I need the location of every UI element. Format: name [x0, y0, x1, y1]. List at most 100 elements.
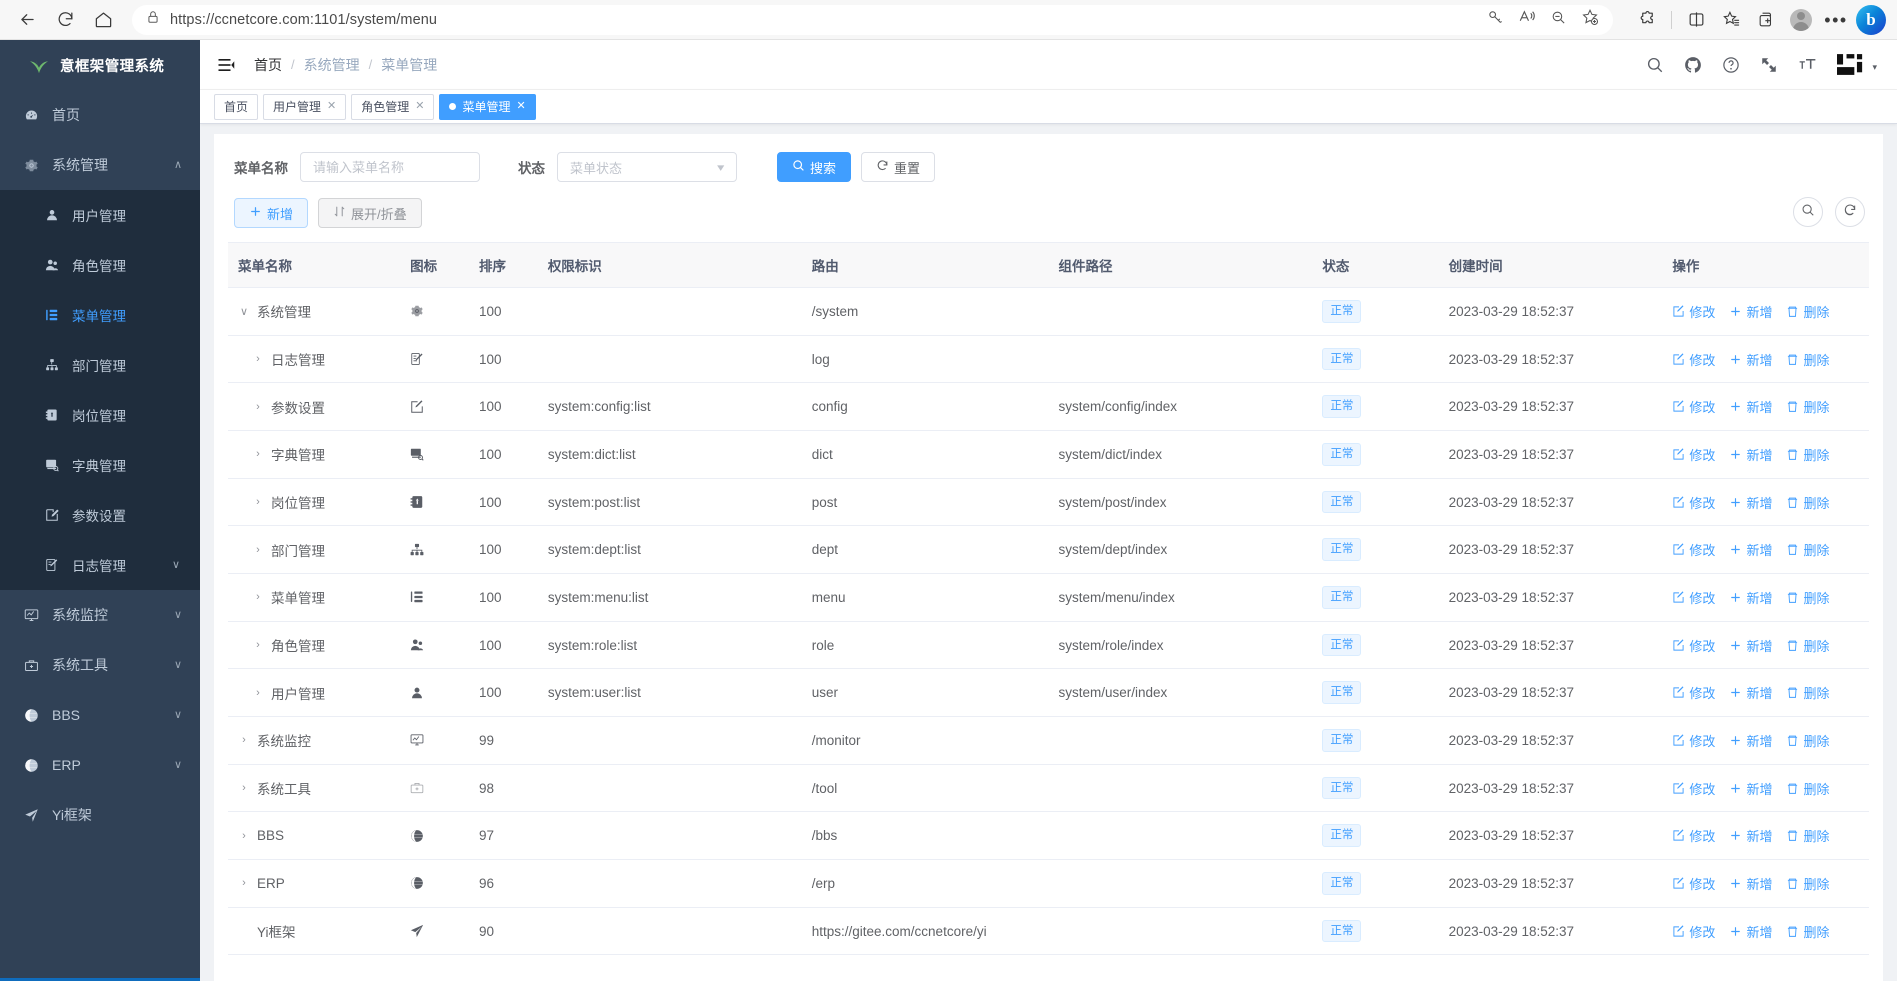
- delete-button[interactable]: 删除: [1786, 540, 1829, 559]
- delete-button[interactable]: 删除: [1786, 922, 1829, 941]
- collections-icon[interactable]: [1750, 4, 1782, 36]
- breadcrumb-item-system[interactable]: 系统管理: [303, 56, 360, 73]
- status-select[interactable]: 菜单状态 ▾: [557, 152, 737, 182]
- table-row[interactable]: › 参数设置 100 system:config:list config system/c…: [228, 382, 1870, 432]
- sidebar-item-role-management[interactable]: 角色管理: [0, 240, 200, 290]
- edit-button[interactable]: 修改: [1672, 683, 1715, 702]
- fullscreen-icon[interactable]: [1760, 56, 1778, 74]
- bing-copilot-icon[interactable]: b: [1855, 4, 1887, 36]
- table-row[interactable]: › 字典管理 100 system:dict:list dict system/dict/…: [228, 430, 1870, 479]
- edit-button[interactable]: 修改: [1672, 874, 1715, 893]
- collapse-menu-icon[interactable]: [216, 55, 236, 75]
- home-button[interactable]: [86, 3, 120, 37]
- row-expander-icon[interactable]: ›: [256, 686, 260, 699]
- search-button[interactable]: 搜索: [777, 152, 852, 182]
- add-child-button[interactable]: 新增: [1729, 588, 1772, 607]
- delete-button[interactable]: 删除: [1786, 731, 1829, 750]
- avatar[interactable]: [1785, 4, 1817, 36]
- edit-button[interactable]: 修改: [1672, 397, 1715, 416]
- row-expander-icon[interactable]: ›: [256, 591, 260, 604]
- key-icon[interactable]: [1487, 9, 1504, 31]
- sidebar-item-config-settings[interactable]: 参数设置: [0, 490, 200, 540]
- chevron-down-icon[interactable]: ▾: [1872, 61, 1878, 72]
- edit-button[interactable]: 修改: [1672, 826, 1715, 845]
- extensions-icon[interactable]: [1631, 4, 1663, 36]
- delete-button[interactable]: 删除: [1786, 397, 1829, 416]
- edit-button[interactable]: 修改: [1672, 540, 1715, 559]
- table-row[interactable]: › 部门管理 100 system:dept:list dept system/dept/…: [228, 525, 1870, 575]
- delete-button[interactable]: 删除: [1786, 779, 1829, 798]
- delete-button[interactable]: 删除: [1786, 445, 1829, 464]
- edit-button[interactable]: 修改: [1672, 302, 1715, 321]
- delete-button[interactable]: 删除: [1786, 874, 1829, 893]
- table-row[interactable]: › 菜单管理 100 system:menu:list menu system/menu/…: [228, 573, 1870, 622]
- edit-button[interactable]: 修改: [1672, 350, 1715, 369]
- close-icon[interactable]: ✕: [415, 100, 425, 112]
- edit-button[interactable]: 修改: [1672, 445, 1715, 464]
- add-child-button[interactable]: 新增: [1729, 874, 1772, 893]
- read-aloud-icon[interactable]: [1518, 8, 1536, 31]
- breadcrumb-item-home[interactable]: 首页: [254, 56, 282, 73]
- add-child-button[interactable]: 新增: [1729, 779, 1772, 798]
- table-search-toggle-button[interactable]: [1793, 197, 1824, 227]
- brand-header[interactable]: 意框架管理系统: [0, 40, 200, 90]
- font-size-icon[interactable]: [1798, 56, 1817, 74]
- sidebar-item-bbs[interactable]: BBS ∨: [0, 690, 200, 740]
- zoom-out-icon[interactable]: [1550, 9, 1567, 31]
- add-child-button[interactable]: 新增: [1729, 922, 1772, 941]
- table-row[interactable]: › ERP 96/erp 正常 2023-03-29 18:52:37 修改 新增 删除: [228, 859, 1870, 908]
- sidebar-item-system[interactable]: 系统管理 ∧: [0, 140, 200, 190]
- refresh-button[interactable]: [48, 3, 82, 37]
- row-expander-icon[interactable]: ›: [256, 543, 260, 556]
- tab-user-management[interactable]: 用户管理 ✕: [263, 93, 347, 120]
- add-child-button[interactable]: 新增: [1729, 731, 1772, 750]
- yi-logo-icon[interactable]: [1836, 54, 1863, 76]
- table-refresh-button[interactable]: [1835, 197, 1866, 227]
- add-child-button[interactable]: 新增: [1729, 302, 1772, 321]
- sidebar-item-post-management[interactable]: 岗位管理: [0, 390, 200, 440]
- edit-button[interactable]: 修改: [1672, 588, 1715, 607]
- sidebar-item-log-management[interactable]: 日志管理 ∨: [0, 540, 200, 590]
- github-icon[interactable]: [1684, 56, 1702, 74]
- add-child-button[interactable]: 新增: [1729, 636, 1772, 655]
- table-row[interactable]: › 系统监控 99/monitor 正常 2023-03-29 18:52:37 修改 新增…: [228, 716, 1870, 765]
- sidebar-item-monitor[interactable]: 系统监控 ∨: [0, 590, 200, 640]
- menu-name-input[interactable]: [300, 152, 480, 182]
- sidebar-item-menu-management[interactable]: 菜单管理: [0, 290, 200, 340]
- delete-button[interactable]: 删除: [1786, 350, 1829, 369]
- sidebar-item-dept-management[interactable]: 部门管理: [0, 340, 200, 390]
- search-icon[interactable]: [1646, 56, 1664, 74]
- delete-button[interactable]: 删除: [1786, 588, 1829, 607]
- row-expander-icon[interactable]: ›: [256, 448, 260, 461]
- delete-button[interactable]: 删除: [1786, 493, 1829, 512]
- address-bar[interactable]: https://ccnetcore.com:1101/system/menu: [132, 4, 1613, 35]
- close-icon[interactable]: ✕: [516, 100, 526, 112]
- delete-button[interactable]: 删除: [1786, 636, 1829, 655]
- sidebar-item-dict-management[interactable]: 字典管理: [0, 440, 200, 490]
- sidebar-item-erp[interactable]: ERP ∨: [0, 740, 200, 790]
- close-icon[interactable]: ✕: [327, 100, 337, 112]
- sidebar-item-home[interactable]: 首页: [0, 90, 200, 140]
- add-favorite-icon[interactable]: [1581, 8, 1599, 31]
- split-screen-icon[interactable]: [1680, 4, 1712, 36]
- tab-menu-management[interactable]: 菜单管理 ✕: [439, 93, 536, 120]
- add-child-button[interactable]: 新增: [1729, 826, 1772, 845]
- row-expander-icon[interactable]: ›: [256, 496, 260, 509]
- row-expander-icon[interactable]: ›: [256, 400, 260, 413]
- add-child-button[interactable]: 新增: [1729, 397, 1772, 416]
- row-expander-icon[interactable]: ›: [242, 877, 246, 890]
- add-child-button[interactable]: 新增: [1729, 350, 1772, 369]
- add-button[interactable]: 新增: [234, 198, 309, 228]
- table-row[interactable]: Yi框架 90 https://gitee.com/ccnetcore/yi 正常 20…: [228, 907, 1870, 956]
- edit-button[interactable]: 修改: [1672, 493, 1715, 512]
- back-button[interactable]: [10, 3, 44, 37]
- edit-button[interactable]: 修改: [1672, 779, 1715, 798]
- add-child-button[interactable]: 新增: [1729, 540, 1772, 559]
- tab-home[interactable]: 首页: [214, 93, 259, 120]
- table-row[interactable]: › 用户管理 100 system:user:list user system/user/…: [228, 668, 1870, 718]
- expand-collapse-button[interactable]: 展开/折叠: [318, 198, 422, 228]
- more-settings-button[interactable]: •••: [1824, 9, 1848, 30]
- edit-button[interactable]: 修改: [1672, 922, 1715, 941]
- help-icon[interactable]: [1722, 56, 1740, 74]
- add-child-button[interactable]: 新增: [1729, 445, 1772, 464]
